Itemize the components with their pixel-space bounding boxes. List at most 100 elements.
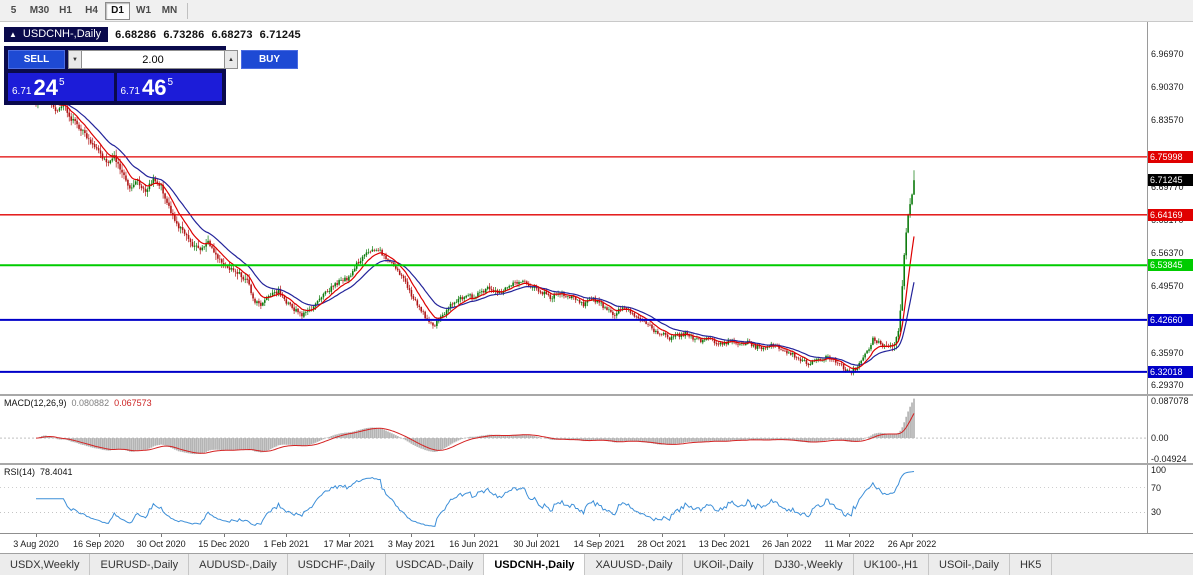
price-axis-label: 6.90370 xyxy=(1151,81,1184,92)
chart-tab-usdcad-daily[interactable]: USDCAD-,Daily xyxy=(385,554,485,575)
time-axis-tick xyxy=(36,534,37,537)
time-axis-tick xyxy=(98,534,100,537)
rsi-axis-label: 30 xyxy=(1151,507,1162,518)
rsi-canvas[interactable] xyxy=(0,465,1147,533)
rsi-name: RSI(14) xyxy=(4,467,36,477)
buy-price-sup: 5 xyxy=(167,77,174,88)
time-axis-label: 28 Oct 2021 xyxy=(637,539,687,549)
time-axis-tick xyxy=(536,534,538,537)
macd-panel: MACD(12,26,9) 0.080882 0.067573 0.087078… xyxy=(0,396,1193,463)
timeframe-button-mn[interactable]: MN xyxy=(157,2,182,20)
volume-input[interactable] xyxy=(82,50,224,69)
buy-button[interactable]: BUY xyxy=(241,50,298,69)
timeframe-button-m30[interactable]: M30 xyxy=(27,2,52,20)
time-axis-label: 16 Jun 2021 xyxy=(449,539,499,549)
chart-symbol-title: USDCNH-,Daily xyxy=(22,28,102,40)
time-axis-label: 17 Mar 2021 xyxy=(323,539,375,549)
ohlc-close: 6.71245 xyxy=(259,28,301,41)
buy-price-big: 46 xyxy=(141,75,167,101)
chart-tab-dj30-weekly[interactable]: DJ30-,Weekly xyxy=(764,554,854,575)
chart-tab-eurusd-daily[interactable]: EURUSD-,Daily xyxy=(90,554,190,575)
timeframe-button-w1[interactable]: W1 xyxy=(131,2,156,20)
time-axis-tick xyxy=(223,534,225,537)
time-axis-label: 1 Feb 2021 xyxy=(263,539,310,549)
volume-stepper: ▼ ▲ xyxy=(68,50,238,69)
sell-price-display[interactable]: 6.71 24 5 xyxy=(8,73,114,101)
one-click-trade-widget: SELL ▼ ▲ BUY 6.71 24 5 6.71 46 5 xyxy=(4,46,298,105)
timeframe-button-h1[interactable]: H1 xyxy=(53,2,78,20)
time-axis-label: 14 Sep 2021 xyxy=(573,539,625,549)
price-axis-label: 6.69770 xyxy=(1151,182,1184,193)
time-axis-label: 16 Sep 2020 xyxy=(73,539,125,549)
ohlc-open: 6.68286 xyxy=(115,28,157,41)
time-axis-tick xyxy=(786,534,788,537)
price-level-label: 6.64169 xyxy=(1148,208,1193,221)
timeframe-button-5[interactable]: 5 xyxy=(1,2,26,20)
time-axis-label: 26 Jan 2022 xyxy=(762,539,812,549)
panel-splitter-rsi[interactable] xyxy=(0,463,1193,465)
time-axis-label: 3 Aug 2020 xyxy=(13,539,59,549)
time-axis-tick xyxy=(849,534,851,537)
rsi-axis: 100 70 30 xyxy=(1147,465,1193,533)
ohlc-high: 6.73286 xyxy=(163,28,205,41)
time-axis-label: 26 Apr 2022 xyxy=(887,539,937,549)
chart-tab-usoil-daily[interactable]: USOil-,Daily xyxy=(929,554,1010,575)
chart-tab-hk5[interactable]: HK5 xyxy=(1009,554,1053,575)
chart-tab-uk100-h1[interactable]: UK100-,H1 xyxy=(853,554,930,575)
macd-axis-label: 0.00 xyxy=(1151,433,1169,444)
symbol-strip[interactable]: ▲ USDCNH-,Daily xyxy=(4,27,109,42)
time-axis-label: 13 Dec 2021 xyxy=(698,539,750,549)
chart-tab-xauusd-daily[interactable]: XAUUSD-,Daily xyxy=(585,554,684,575)
macd-canvas[interactable] xyxy=(0,396,1147,463)
price-level-label: 6.75998 xyxy=(1148,150,1193,163)
price-axis-label: 6.29370 xyxy=(1151,379,1184,390)
time-axis-label: 11 Mar 2022 xyxy=(824,539,875,549)
time-axis-tick xyxy=(912,534,914,537)
chart-tab-usdx-weekly[interactable]: USDX,Weekly xyxy=(0,554,91,575)
price-axis-label: 6.96970 xyxy=(1151,49,1184,60)
chart-tab-audusd-daily[interactable]: AUDUSD-,Daily xyxy=(189,554,288,575)
volume-down-icon[interactable]: ▼ xyxy=(68,50,82,69)
rsi-axis-label: 100 xyxy=(1151,465,1167,475)
main-chart-canvas[interactable] xyxy=(0,22,1147,394)
volume-up-icon[interactable]: ▲ xyxy=(224,50,238,69)
time-axis-label: 30 Jul 2021 xyxy=(513,539,560,549)
panel-splitter-macd[interactable] xyxy=(0,394,1193,396)
rsi-value: 78.4041 xyxy=(40,467,73,477)
macd-value: 0.080882 xyxy=(71,398,110,408)
time-axis-tick xyxy=(348,534,350,537)
time-axis: 3 Aug 2020 16 Sep 2020 30 Oct 2020 15 Dec 2… xyxy=(0,533,1193,553)
price-axis-label: 6.49570 xyxy=(1151,281,1184,292)
time-axis-label: 3 May 2021 xyxy=(387,539,435,549)
buy-price-prefix: 6.71 xyxy=(120,86,140,97)
timeframe-button-h4[interactable]: H4 xyxy=(79,2,104,20)
time-axis-tick xyxy=(161,534,163,537)
price-level-label: 6.32018 xyxy=(1148,365,1193,378)
time-axis-tick xyxy=(724,534,726,537)
macd-label: MACD(12,26,9) 0.080882 0.067573 xyxy=(4,398,152,408)
rsi-panel: RSI(14) 78.4041 100 70 30 xyxy=(0,465,1193,533)
toolbar-separator xyxy=(187,2,188,19)
sell-button[interactable]: SELL xyxy=(8,50,65,69)
ohlc-low: 6.68273 xyxy=(211,28,253,41)
buy-price-display[interactable]: 6.71 46 5 xyxy=(116,73,222,101)
timeframe-button-d1[interactable]: D1 xyxy=(105,1,130,20)
chart-tabbar: USDX,Weekly EURUSD-,Daily AUDUSD-,Daily USD… xyxy=(0,553,1193,575)
price-level-label: 6.42660 xyxy=(1148,313,1193,326)
macd-axis: 0.087078 0.00 -0.04924 xyxy=(1147,396,1193,463)
time-axis-label: 15 Dec 2020 xyxy=(198,539,250,549)
chart-tab-ukoil-daily[interactable]: UKOil-,Daily xyxy=(683,554,765,575)
macd-axis-label: -0.04924 xyxy=(1151,454,1187,463)
sell-price-big: 24 xyxy=(33,75,58,101)
macd-signal-value: 0.067573 xyxy=(114,398,152,408)
timeframe-toolbar: 5 M30 H1 H4 D1 W1 MN xyxy=(0,0,1193,22)
macd-name: MACD(12,26,9) xyxy=(4,398,67,408)
macd-axis-label: 0.087078 xyxy=(1151,396,1189,406)
price-axis-label: 6.35970 xyxy=(1151,347,1184,358)
time-axis-tick xyxy=(661,534,663,537)
collapse-icon[interactable]: ▲ xyxy=(9,29,17,39)
chart-tab-usdchf-daily[interactable]: USDCHF-,Daily xyxy=(287,554,386,575)
chart-tab-usdcnh-daily[interactable]: USDCNH-,Daily xyxy=(484,554,586,575)
price-axis: 6.969706.903706.835706.697706.631706.563… xyxy=(1147,22,1193,394)
